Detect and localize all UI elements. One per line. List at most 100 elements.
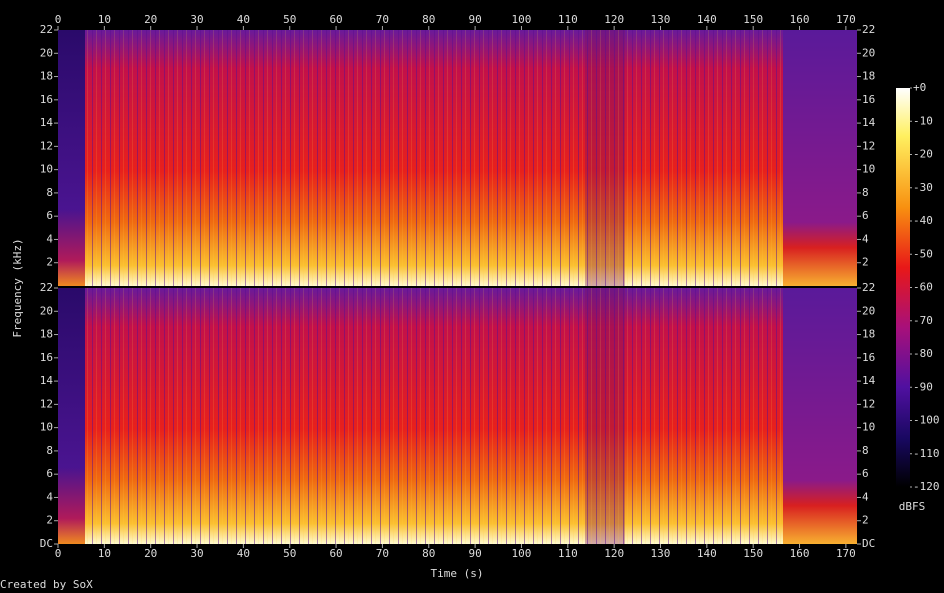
y-tick-label: 20	[40, 46, 53, 59]
y-tick-label-right: 6	[862, 209, 869, 222]
y-tick-label: 12	[40, 139, 53, 152]
y-tick-label-right: 16	[862, 93, 875, 106]
x-tick-label-bottom: 110	[558, 547, 578, 560]
x-tick-label-top: 20	[144, 13, 157, 26]
x-tick-label-top: 170	[836, 13, 856, 26]
x-tick-label-bottom: 50	[283, 547, 296, 560]
x-tick-label-bottom: 40	[237, 547, 250, 560]
colorbar-tick-label: -110	[913, 447, 940, 460]
colorbar-label: dBFS	[899, 500, 926, 513]
colorbar-tick-label: -60	[913, 281, 933, 294]
colorbar-tick-label: -20	[913, 148, 933, 161]
y-tick-label-right: 4	[862, 490, 869, 503]
y-tick-label-right: 20	[862, 304, 875, 317]
x-tick-label-bottom: 10	[98, 547, 111, 560]
colorbar-tick-label: -70	[913, 314, 933, 327]
y-tick-label-right: 14	[862, 116, 876, 129]
colorbar-tick-label: -40	[913, 214, 933, 227]
x-tick-label-top: 10	[98, 13, 111, 26]
colorbar-tick-label: -10	[913, 114, 933, 127]
colorbar-tick-label: +0	[913, 81, 926, 94]
colorbar-tick-label: -50	[913, 247, 933, 260]
x-tick-label-top: 160	[790, 13, 810, 26]
y-tick-label-right: 12	[862, 397, 875, 410]
y-tick-label-right: 16	[862, 351, 875, 364]
y-tick-label: 8	[46, 444, 53, 457]
x-tick-label-bottom: 120	[604, 547, 624, 560]
y-tick-label-right: 6	[862, 467, 869, 480]
x-tick-label-top: 60	[329, 13, 342, 26]
x-tick-label-bottom: 160	[790, 547, 810, 560]
y-tick-label-right: 8	[862, 444, 869, 457]
x-tick-label-bottom: 90	[468, 547, 481, 560]
y-tick-label: 22	[40, 281, 53, 294]
y-axis-label: Frequency (kHz)	[11, 238, 24, 337]
y-tick-label: 16	[40, 351, 53, 364]
colorbar-tick-label: -90	[913, 380, 933, 393]
spectrogram-bottom	[58, 288, 857, 544]
y-tick-label-right: 10	[862, 163, 875, 176]
x-tick-label-bottom: 140	[697, 547, 717, 560]
y-tick-label-right: 22	[862, 281, 875, 294]
x-tick-label-top: 70	[376, 13, 389, 26]
colorbar-tick-label: -120	[913, 480, 940, 493]
x-tick-label-top: 40	[237, 13, 250, 26]
y-tick-label-right: 8	[862, 186, 869, 199]
y-tick-label: 14	[40, 374, 54, 387]
x-tick-label-top: 0	[55, 13, 62, 26]
x-tick-label-top: 50	[283, 13, 296, 26]
y-tick-label: 8	[46, 186, 53, 199]
y-tick-label-right: 12	[862, 139, 875, 152]
x-tick-label-bottom: 60	[329, 547, 342, 560]
y-tick-label: 18	[40, 70, 53, 83]
x-tick-label-top: 90	[468, 13, 481, 26]
x-tick-label-bottom: 150	[743, 547, 763, 560]
x-tick-label-bottom: 30	[190, 547, 203, 560]
y-tick-label-right: 14	[862, 374, 876, 387]
colorbar-tick-label: -80	[913, 347, 933, 360]
spectrogram-top	[58, 30, 857, 286]
y-tick-label: 12	[40, 397, 53, 410]
credit: Created by SoX	[0, 578, 93, 591]
y-tick-label: 2	[46, 514, 53, 527]
x-tick-label-top: 140	[697, 13, 717, 26]
x-tick-label-bottom: 130	[651, 547, 671, 560]
x-axis-label: Time (s)	[431, 567, 484, 580]
y-tick-label-right: 22	[862, 23, 875, 36]
y-tick-label: 14	[40, 116, 54, 129]
y-tick-label-right: 2	[862, 256, 869, 269]
x-tick-label-top: 130	[651, 13, 671, 26]
x-tick-label-bottom: 20	[144, 547, 157, 560]
colorbar-tick-label: -100	[913, 414, 940, 427]
x-tick-label-top: 100	[512, 13, 532, 26]
x-tick-label-top: 30	[190, 13, 203, 26]
y-tick-label: 16	[40, 93, 53, 106]
x-tick-label-bottom: 80	[422, 547, 435, 560]
y-tick-label-right: 18	[862, 70, 875, 83]
x-tick-label-bottom: 70	[376, 547, 389, 560]
y-tick-label-right: 4	[862, 232, 869, 245]
x-tick-label-top: 150	[743, 13, 763, 26]
colorbar	[896, 88, 910, 487]
x-tick-label-top: 120	[604, 13, 624, 26]
y-tick-label: 2	[46, 256, 53, 269]
y-tick-label-right: 2	[862, 514, 869, 527]
x-tick-label-bottom: 170	[836, 547, 856, 560]
x-tick-label-top: 80	[422, 13, 435, 26]
y-tick-label: DC	[40, 537, 53, 550]
y-tick-label: 4	[46, 490, 53, 503]
colorbar-tick-label: -30	[913, 181, 933, 194]
y-tick-label: 6	[46, 467, 53, 480]
y-tick-label: 4	[46, 232, 53, 245]
y-tick-label: 22	[40, 23, 53, 36]
x-tick-label-top: 110	[558, 13, 578, 26]
y-tick-label: 18	[40, 328, 53, 341]
y-tick-label: 20	[40, 304, 53, 317]
x-tick-label-bottom: 100	[512, 547, 532, 560]
y-tick-label: 10	[40, 421, 53, 434]
y-tick-label: 10	[40, 163, 53, 176]
x-tick-label-bottom: 0	[55, 547, 62, 560]
y-tick-label-right: 18	[862, 328, 875, 341]
y-tick-label-right: 10	[862, 421, 875, 434]
